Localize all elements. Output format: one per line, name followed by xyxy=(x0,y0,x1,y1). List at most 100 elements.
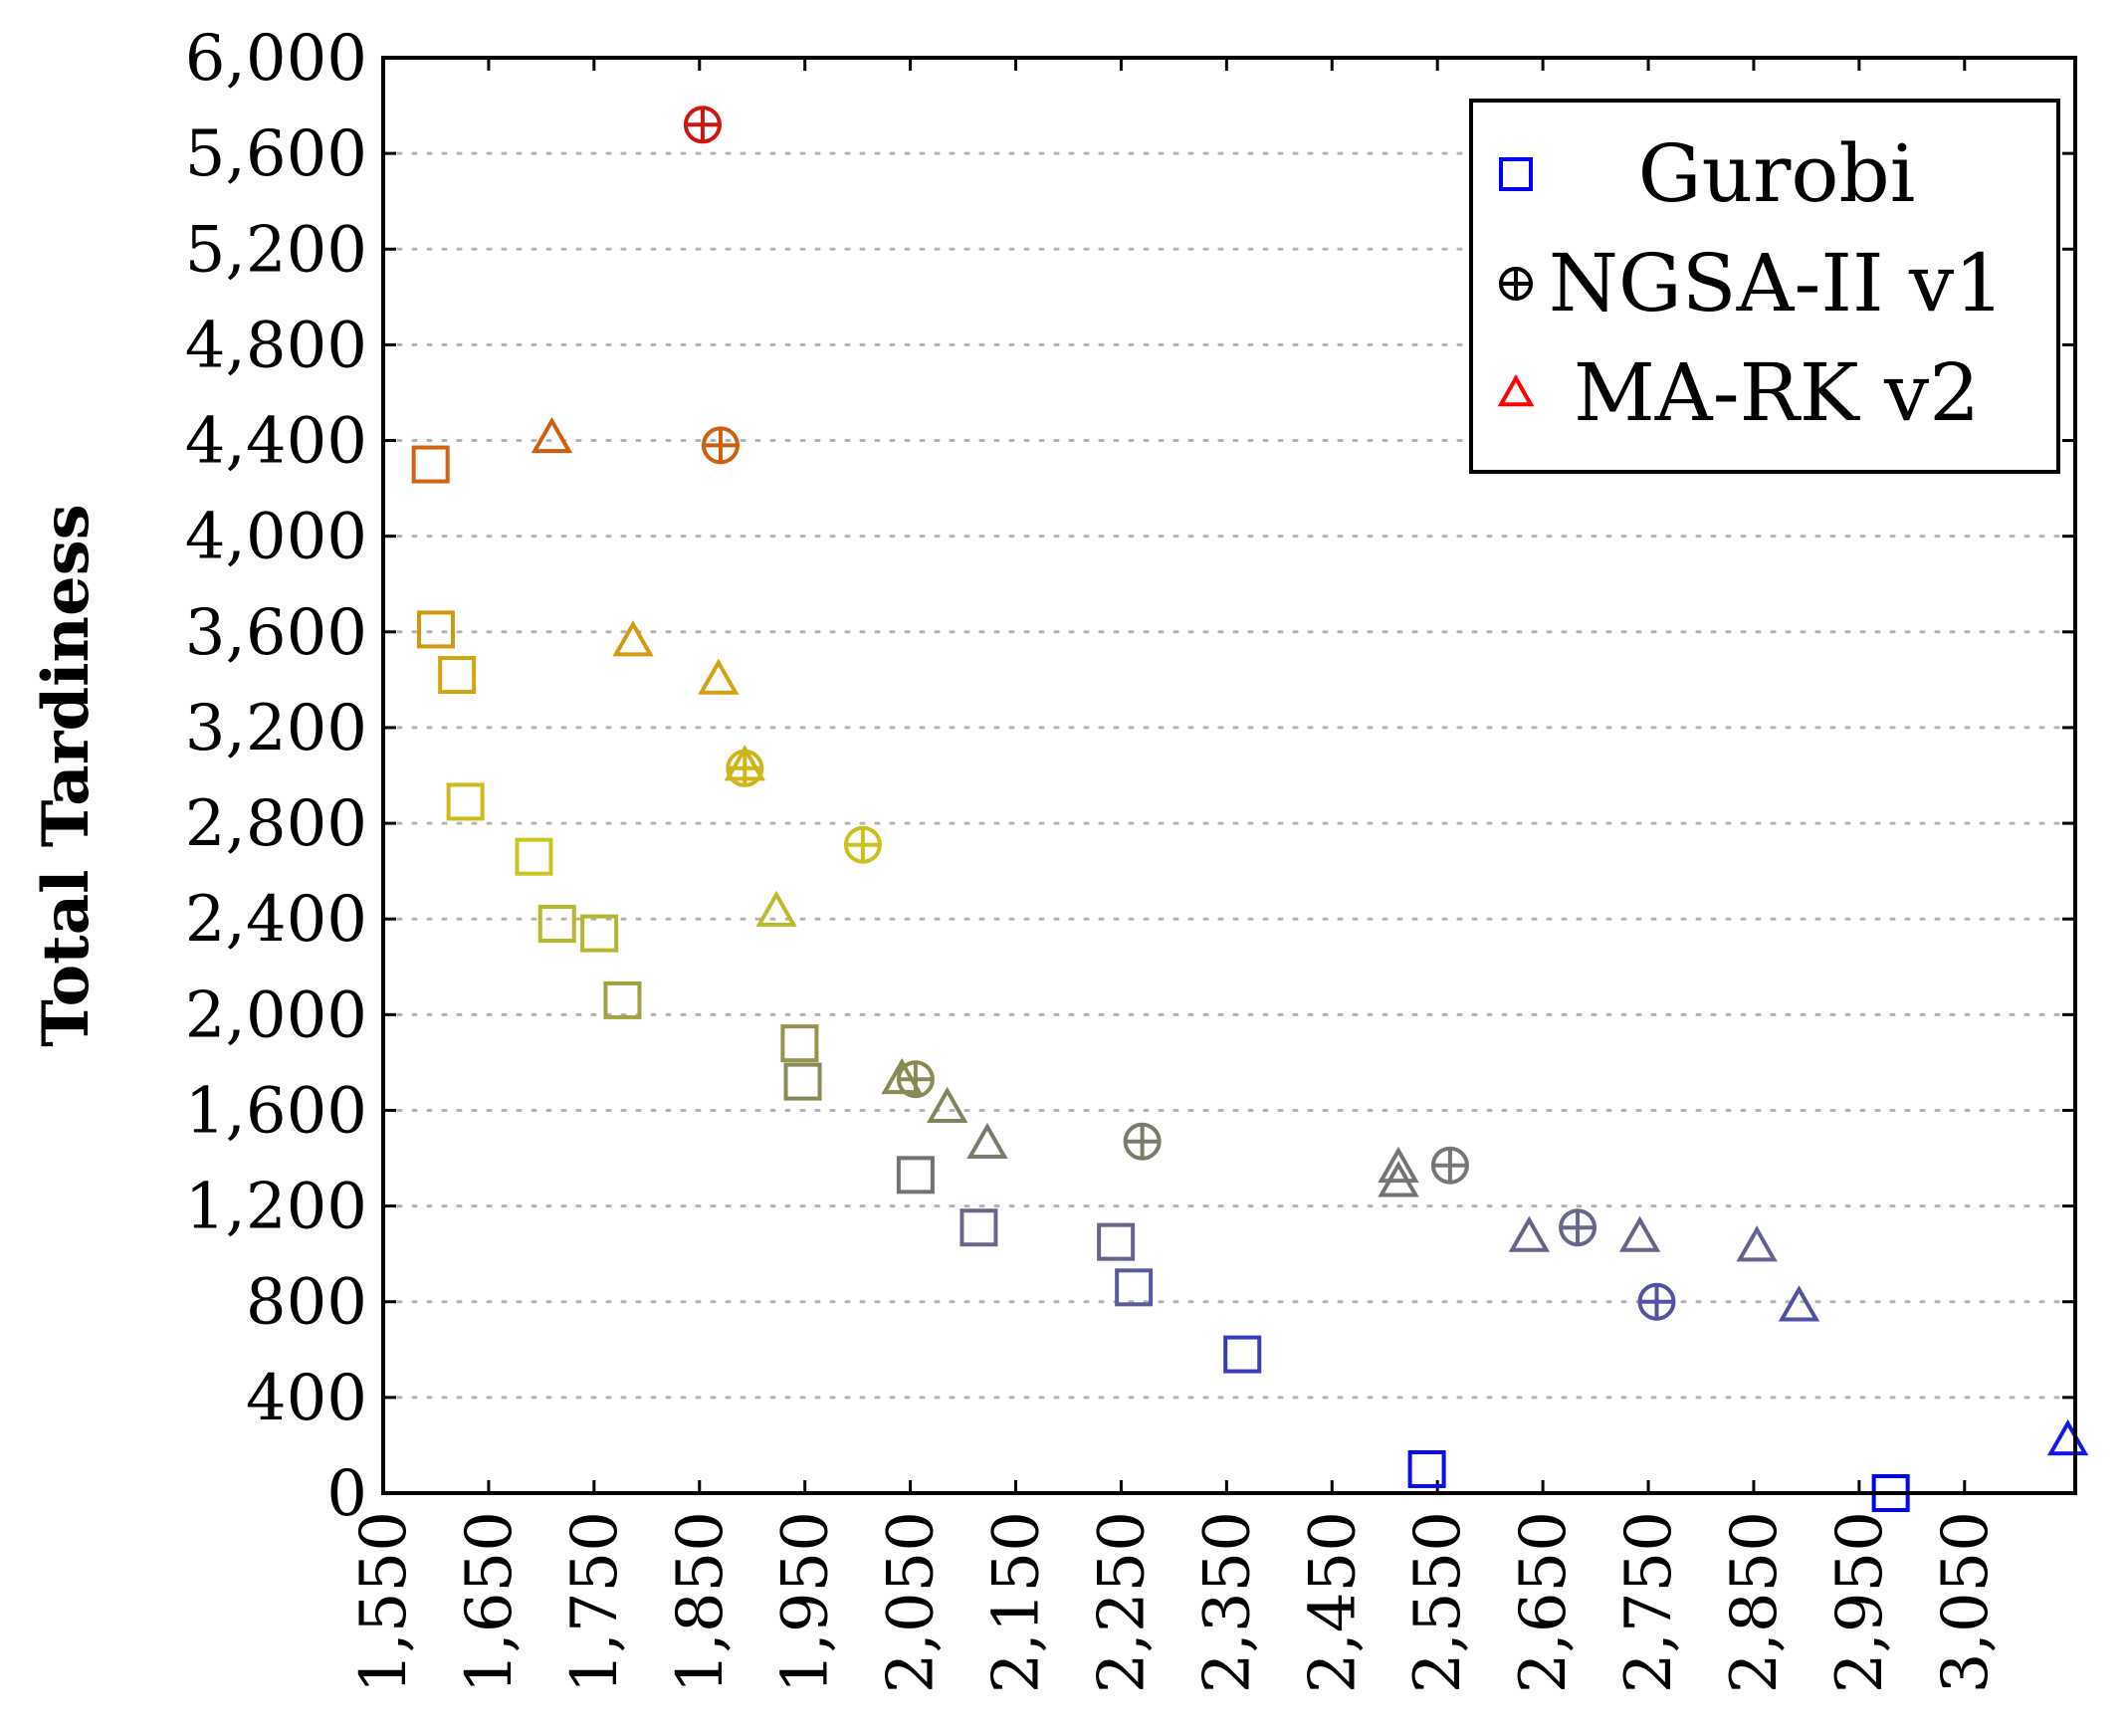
data-point xyxy=(896,1156,935,1194)
x-tick-label: 1,550 xyxy=(347,1511,421,1693)
data-point xyxy=(438,656,477,695)
data-point xyxy=(515,837,553,876)
data-point-shape xyxy=(416,610,455,649)
data-point xyxy=(2046,1418,2089,1456)
data-point xyxy=(783,1062,822,1101)
x-tick-label: 2,450 xyxy=(1296,1511,1370,1693)
data-point xyxy=(612,620,654,657)
series-ma-rk-v2 xyxy=(531,416,2089,1456)
x-tick-label: 1,650 xyxy=(453,1511,527,1693)
y-tick-label: 4,000 xyxy=(185,501,367,574)
data-point xyxy=(603,980,642,1019)
legend-box xyxy=(1469,99,2060,474)
data-point-shape xyxy=(537,905,576,944)
data-point xyxy=(959,1208,998,1247)
legend-marker xyxy=(1497,374,1535,407)
data-point xyxy=(1736,1225,1778,1262)
y-tick-label: 0 xyxy=(326,1457,367,1531)
y-tick-label: 4,800 xyxy=(185,309,367,382)
data-point-shape xyxy=(966,1122,1008,1160)
data-point-shape xyxy=(881,1057,923,1095)
data-point-shape xyxy=(1407,1449,1446,1488)
data-point-shape xyxy=(959,1208,998,1247)
data-point xyxy=(1508,1215,1551,1252)
data-point xyxy=(701,426,740,465)
data-point-shape xyxy=(515,837,553,876)
data-point-shape xyxy=(1508,1215,1551,1252)
data-point-shape xyxy=(780,1024,819,1063)
y-tick-label: 400 xyxy=(246,1362,367,1435)
data-point xyxy=(1637,1282,1676,1321)
y-tick-label: 4,400 xyxy=(185,405,367,479)
data-point-shape xyxy=(783,1062,822,1101)
y-axis-ticks: 0 400 800 1,200 1,600 2,000 2,400 2,800 3,200 3,6… xyxy=(185,22,2075,1531)
data-point-shape xyxy=(612,620,654,657)
data-points xyxy=(411,106,2089,1512)
data-point xyxy=(1097,1222,1136,1261)
legend-marker xyxy=(1499,157,1533,191)
data-point xyxy=(698,658,740,695)
data-point xyxy=(755,890,797,927)
data-point-shape xyxy=(2046,1418,2089,1456)
plot-area-frame xyxy=(381,56,2077,1495)
data-point-shape xyxy=(1778,1285,1820,1322)
y-axis-label: Total Tardiness xyxy=(29,504,104,1047)
y-tick-label: 800 xyxy=(246,1266,367,1340)
data-point-shape xyxy=(926,1086,968,1124)
data-point-shape xyxy=(1115,1268,1154,1307)
legend-marker-shape xyxy=(1497,374,1535,407)
y-tick-label: 2,800 xyxy=(185,787,367,861)
data-point-shape xyxy=(1378,1161,1419,1197)
data-point-shape xyxy=(531,416,573,454)
data-point xyxy=(446,782,485,821)
data-point xyxy=(1430,1146,1469,1185)
x-tick-label: 2,350 xyxy=(1190,1511,1264,1693)
x-tick-label: 2,250 xyxy=(1085,1511,1159,1693)
data-point-shape xyxy=(1378,1146,1419,1184)
legend-marker-shape xyxy=(1499,157,1533,191)
x-tick-label: 2,950 xyxy=(1823,1511,1897,1693)
data-point xyxy=(411,445,450,484)
x-axis-ticks: 1,550 1,650 1,750 1,850 1,950 2,050 2,150 2,250… xyxy=(347,58,2003,1693)
data-point xyxy=(1123,1122,1162,1161)
legend: Gurobi NGSA-II v1 MA-RK v2 xyxy=(1469,99,2060,474)
data-point xyxy=(966,1122,1008,1160)
data-point-shape xyxy=(1618,1215,1661,1252)
data-point xyxy=(1778,1285,1820,1322)
data-point xyxy=(1223,1335,1262,1374)
data-point xyxy=(683,106,722,144)
x-tick-label: 1,750 xyxy=(558,1511,632,1693)
data-point-shape xyxy=(896,1156,935,1194)
data-point xyxy=(537,905,576,944)
y-tick-label: 6,000 xyxy=(185,22,367,96)
x-tick-label: 2,150 xyxy=(980,1511,1054,1693)
series-gurobi xyxy=(411,445,1910,1512)
x-tick-label: 2,650 xyxy=(1507,1511,1581,1693)
legend-entries: Gurobi NGSA-II v1 MA-RK v2 xyxy=(1497,127,2005,439)
y-tick-label: 5,200 xyxy=(185,213,367,287)
data-point xyxy=(1559,1208,1597,1247)
legend-label: NGSA-II v1 xyxy=(1549,237,2005,329)
x-tick-label: 1,950 xyxy=(769,1511,843,1693)
data-point xyxy=(724,745,765,781)
y-tick-label: 2,400 xyxy=(185,883,367,957)
data-point xyxy=(1378,1146,1419,1184)
data-point xyxy=(881,1057,923,1095)
series-ngsa-ii-v1 xyxy=(683,106,1676,1321)
x-tick-label: 2,750 xyxy=(1612,1511,1686,1693)
y-tick-label: 2,000 xyxy=(185,978,367,1052)
data-point-shape xyxy=(724,745,765,781)
y-tick-label: 1,200 xyxy=(185,1171,367,1244)
data-point xyxy=(580,914,619,953)
x-tick-label: 3,050 xyxy=(1929,1511,2003,1693)
y-tick-label: 5,600 xyxy=(185,117,367,191)
x-tick-label: 1,850 xyxy=(664,1511,738,1693)
x-tick-label: 2,050 xyxy=(875,1511,949,1693)
legend-label: Gurobi xyxy=(1638,127,1916,220)
x-tick-label: 2,850 xyxy=(1718,1511,1792,1693)
data-point-shape xyxy=(1097,1222,1136,1261)
y-tick-label: 3,200 xyxy=(185,692,367,765)
data-point-shape xyxy=(411,445,450,484)
legend-label: MA-RK v2 xyxy=(1574,346,1980,439)
